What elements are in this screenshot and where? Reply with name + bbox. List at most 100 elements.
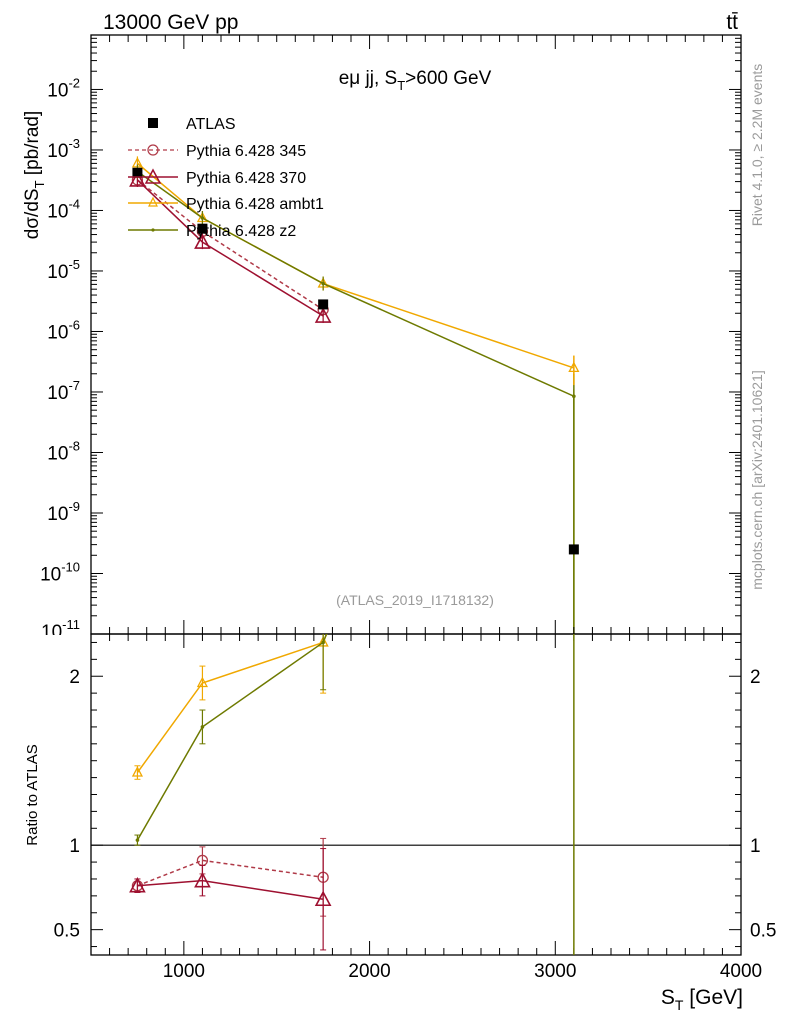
header-energy: 13000 GeV pp <box>103 11 238 34</box>
legend-marker-z2 <box>151 228 155 232</box>
y-tick-exp: -8 <box>68 438 80 453</box>
ratio-line-ambt1 <box>136 634 328 773</box>
ratio-frame <box>90 633 742 956</box>
y-tick-base: 10 <box>47 383 68 404</box>
plot-title: eμ jj, ST>600 GeV <box>339 68 492 93</box>
ratio-point-ambt1 <box>131 766 144 777</box>
y-tick-base: 10 <box>47 262 68 283</box>
ratio-point-z2 <box>321 640 325 645</box>
y-tick-label: 10-8 <box>47 438 80 464</box>
ratio-point-z2 <box>135 838 140 842</box>
y-tick-exp: -5 <box>68 257 80 272</box>
y-tick-label: 10-5 <box>47 257 80 283</box>
y-tick-base: 10 <box>47 80 68 101</box>
legend: ATLAS Pythia 6.428 345 Pythia 6.428 370 … <box>128 116 324 240</box>
header-process: tt̄ <box>726 11 738 34</box>
y-axis-label-sub: T <box>32 180 47 188</box>
legend-entry-p370: Pythia 6.428 370 <box>128 168 306 187</box>
ratio-line-p345 <box>137 859 324 887</box>
y-axis-label-rest: [pb/rad] <box>22 111 43 181</box>
data-point-p370 <box>314 307 332 323</box>
series-line-ambt1 <box>136 162 575 369</box>
data-point-p370 <box>194 233 211 249</box>
main-series-group <box>129 156 580 634</box>
ratio-tick-label-right: 1 <box>750 836 761 857</box>
ratio-point-p370 <box>129 877 146 893</box>
legend-marker-atlas <box>148 118 158 128</box>
x-tick-label: 3000 <box>534 961 576 982</box>
series-p370 <box>129 171 332 324</box>
ratio-point-z2 <box>200 725 205 729</box>
data-point-z2 <box>200 216 205 220</box>
plot-title-sub: T <box>397 78 405 93</box>
ratio-point-ambt1 <box>196 676 209 688</box>
ratio-panel: 1000 2000 3000 4000 0.5 0.5 1 1 2 2 <box>54 35 776 982</box>
legend-label-p345: Pythia 6.428 345 <box>186 143 306 160</box>
legend-entry-ambt1: Pythia 6.428 ambt1 <box>128 196 324 213</box>
legend-entry-p345: Pythia 6.428 345 <box>128 143 306 160</box>
y-tick-base: 10 <box>47 141 68 162</box>
x-axis-label-main: S <box>661 986 675 1009</box>
analysis-tag: (ATLAS_2019_I1718132) <box>336 592 494 608</box>
y-tick-base: 10 <box>47 322 68 343</box>
legend-label-atlas: ATLAS <box>186 116 236 133</box>
ratio-point-p370 <box>194 871 211 888</box>
ratio-series-ambt1 <box>131 634 329 780</box>
legend-label-z2: Pythia 6.428 z2 <box>186 223 296 240</box>
data-point-p370 <box>129 171 146 187</box>
legend-marker-ambt1 <box>148 196 158 207</box>
data-point-atlas <box>318 299 329 310</box>
y-tick-label: 10-10 <box>40 559 80 585</box>
series-p345 <box>131 172 329 317</box>
data-point-atlas <box>132 167 143 178</box>
ratio-series-p345 <box>131 837 329 917</box>
main-panel: 10-1010-910-810-710-610-510-410-310-210-… <box>0 34 742 647</box>
series-line-p345 <box>136 179 324 311</box>
y-tick-label: 10-7 <box>47 378 80 404</box>
x-tick-label: 4000 <box>720 961 762 982</box>
ratio-line-p370 <box>137 879 324 900</box>
y-tick-label: 10-2 <box>47 75 80 101</box>
y-tick-exp: -6 <box>68 317 80 332</box>
ratio-series-group <box>129 634 575 955</box>
ratio-series-z2 <box>134 634 328 846</box>
label-mask <box>0 635 90 647</box>
legend-marker-p345 <box>147 144 159 156</box>
legend-marker-p370 <box>144 168 162 184</box>
data-point-atlas <box>197 223 208 234</box>
y-axis-ticks: 10-1010-910-810-710-610-510-410-310-210-… <box>40 37 741 643</box>
x-tick-label: 1000 <box>163 961 205 982</box>
x-axis-label-rest: [GeV] <box>683 986 743 1009</box>
ratio-axis-label: Ratio to ATLAS <box>24 744 41 845</box>
data-point-atlas <box>568 544 579 555</box>
y-tick-exp: -4 <box>68 196 80 211</box>
y-tick-exp: -9 <box>68 499 80 514</box>
ratio-series-p370 <box>129 848 332 951</box>
legend-label-p370: Pythia 6.428 370 <box>186 170 306 187</box>
plot-title-rest: >600 GeV <box>405 68 491 89</box>
data-point-z2 <box>321 281 325 286</box>
y-tick-label: 10-4 <box>47 196 80 222</box>
legend-label-ambt1: Pythia 6.428 ambt1 <box>186 196 324 213</box>
y-tick-base: 10 <box>47 504 68 525</box>
x-axis-ticks: 1000 2000 3000 4000 <box>109 35 762 982</box>
x-tick-label: 2000 <box>348 961 390 982</box>
y-tick-label: 10-6 <box>47 317 80 343</box>
y-tick-base: 10 <box>47 201 68 222</box>
y-tick-exp: -7 <box>68 378 80 393</box>
legend-entry-z2: Pythia 6.428 z2 <box>128 223 296 240</box>
plot-title-main: eμ jj, S <box>339 68 397 89</box>
ratio-y-ticks: 0.5 0.5 1 1 2 2 <box>54 641 776 948</box>
ratio-tick-label: 1 <box>69 836 80 857</box>
y-tick-exp: -10 <box>61 559 80 574</box>
rivet-label: Rivet 4.1.0, ≥ 2.2M events <box>749 64 765 227</box>
y-tick-label: 10-3 <box>47 136 80 162</box>
y-tick-exp: -11 <box>62 617 80 632</box>
ratio-tick-label-right: 2 <box>750 667 761 688</box>
series-atlas <box>132 167 579 555</box>
y-tick-exp: -2 <box>68 75 80 90</box>
ratio-line-z2 <box>136 634 328 841</box>
y-axis-label: dσ/dST [pb/rad] <box>22 111 47 239</box>
y-tick-base: 10 <box>40 564 61 585</box>
